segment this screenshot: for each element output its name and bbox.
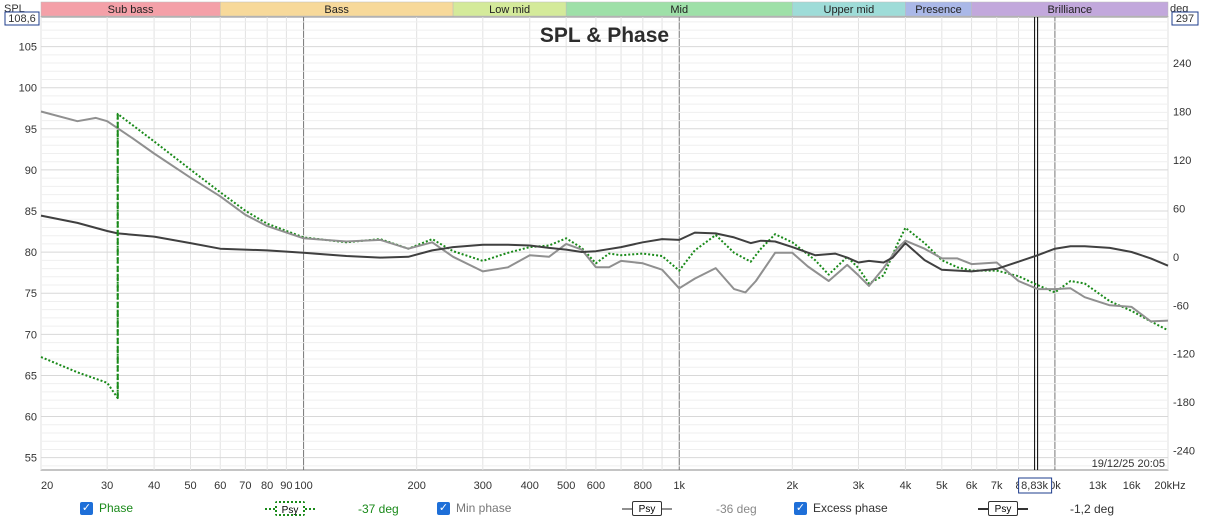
deg-tick-label: -60 [1173,300,1189,312]
deg-top-box [1171,11,1199,26]
freq-tick-label: 100 [294,480,312,492]
deg-tick-label: 180 [1173,106,1191,118]
freq-tick-label: 3k [853,480,865,492]
freq-tick-label: 4k [900,480,912,492]
legend-phase[interactable]: ✓ Phase [80,496,133,520]
band-label: Brilliance [1047,4,1092,16]
freq-tick-label: 0k [1049,480,1061,492]
band-label: Mid [670,4,688,16]
spl-tick-label: 60 [25,412,37,424]
band-label: Sub bass [108,4,154,16]
band-label: Low mid [489,4,530,16]
freq-tick-label: 300 [474,480,492,492]
deg-tick-label: 0 [1173,252,1179,264]
phase-series-line [40,112,1169,400]
band-label: Bass [324,4,349,16]
chart-title: SPL & Phase [540,24,669,47]
deg-tick-label: -180 [1173,397,1195,409]
freq-tick-label: 13k [1089,480,1107,492]
deg-tick-label: 60 [1173,203,1185,215]
spl-tick-label: 80 [25,247,37,259]
spl-tick-label: 65 [25,370,37,382]
legend-excess-phase[interactable]: ✓ Excess phase [794,496,888,520]
min-phase-psy-button[interactable]: Psy [632,501,662,516]
spl-tick-label: 70 [25,329,37,341]
deg-top-value: 297 [1176,13,1194,25]
freq-tick-label: 6k [966,480,978,492]
freq-tick-label: 2k [787,480,799,492]
freq-tick-label: 5k [936,480,948,492]
cursor-box [1018,477,1053,494]
freq-tick-label: 90 [280,480,292,492]
freq-tick-label: 20 [41,480,53,492]
freq-tick-label: 60 [214,480,226,492]
deg-tick-label: 240 [1173,58,1191,70]
freq-tick-label: 50 [184,480,196,492]
legend-min-phase[interactable]: ✓ Min phase [437,496,511,520]
excess-phase-psy-button[interactable]: Psy [988,501,1018,516]
spl-tick-label: 105 [19,42,37,54]
min-phase-series-line [40,110,1169,323]
freq-tick-label: 20kHz [1154,480,1185,492]
phase-checkbox[interactable]: ✓ [80,501,93,515]
excess-phase-checkbox[interactable]: ✓ [794,501,807,515]
freq-tick-label: 200 [407,480,425,492]
freq-tick-label: 500 [557,480,575,492]
min-phase-checkbox[interactable]: ✓ [437,501,450,515]
min-phase-legend-label: Min phase [456,501,512,515]
band-brilliance [971,1,1169,17]
timestamp: 19/12/25 20:05 [1092,458,1165,470]
deg-tick-label: 120 [1173,155,1191,167]
excess-phase-value: -1,2 deg [1070,502,1115,516]
spl-top-box [4,11,40,26]
freq-tick-label: 80 [261,480,273,492]
band-label: Upper mid [824,4,875,16]
cursor-label: 8,83k [1021,480,1048,492]
spl-tick-label: 95 [25,124,37,136]
freq-tick-label: 7k [991,480,1003,492]
spl-top-value: 108,6 [8,13,36,25]
phase-value: -37 deg [358,502,399,516]
spl-tick-label: 75 [25,288,37,300]
freq-tick-label: 16k [1123,480,1141,492]
min-phase-value: -36 deg [716,502,757,516]
freq-tick-label: 400 [521,480,539,492]
freq-tick-label: 70 [239,480,251,492]
excess-phase-series-line [40,214,1169,273]
spl-tick-label: 55 [25,453,37,465]
band-label: Presence [915,4,961,16]
freq-tick-label: 40 [148,480,160,492]
phase-legend-label: Phase [99,501,134,515]
freq-tick-label: 30 [101,480,113,492]
spl-tick-label: 85 [25,206,37,218]
excess-phase-legend-label: Excess phase [813,501,888,515]
spl-tick-label: 100 [19,83,37,95]
deg-tick-label: -240 [1173,446,1195,458]
freq-tick-label: 600 [587,480,605,492]
freq-tick-label: 1k [673,480,685,492]
freq-tick-label: 800 [634,480,652,492]
spl-tick-label: 90 [25,165,37,177]
deg-tick-label: -120 [1173,349,1195,361]
phase-psy-button[interactable]: Psy [275,501,305,516]
